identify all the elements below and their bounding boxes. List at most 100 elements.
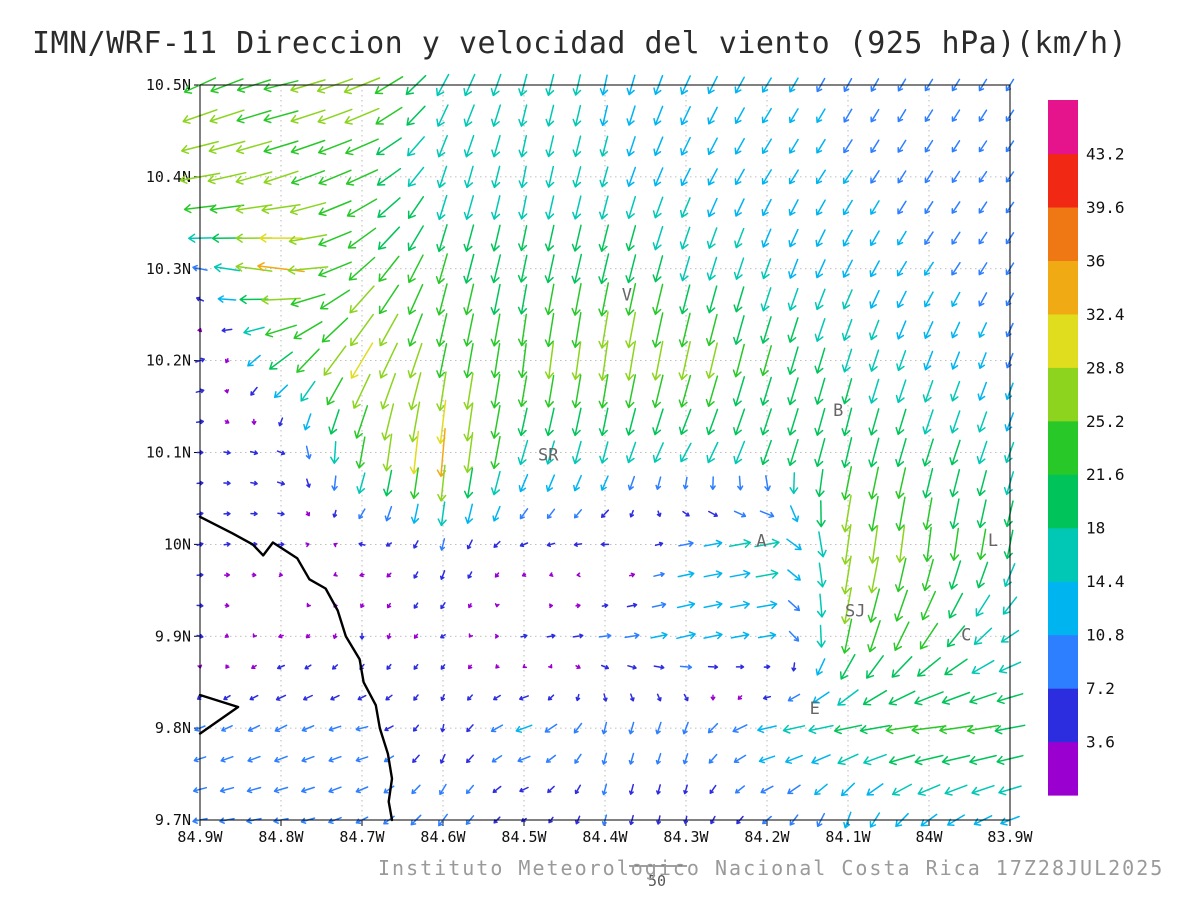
wind-arrow [344,107,380,125]
wind-arrow [978,170,988,183]
wind-arrow [944,658,968,676]
wind-arrow [629,509,635,518]
x-tick-label: 84.4W [582,828,628,846]
wind-arrow [359,572,365,578]
reference-label: 50 [648,872,666,890]
wind-arrow [816,500,826,528]
wind-arrow [548,663,553,669]
wind-arrow [924,109,934,122]
wind-arrow [378,284,400,315]
wind-arrow [235,204,273,214]
wind-arrow [440,723,446,733]
wind-arrow [385,542,393,547]
wind-arrow [678,540,694,547]
wind-arrow [278,633,284,639]
wind-arrow [301,725,315,732]
wind-arrow [571,224,582,252]
wind-arrow [518,134,528,158]
wind-arrow [407,196,425,219]
wind-arrow [305,542,310,548]
wind-arrow [896,350,907,372]
wind-arrow [600,475,609,491]
wind-arrow [386,663,392,670]
wind-arrow [332,509,338,518]
wind-arrow [436,224,448,253]
wind-arrow [225,664,230,669]
wind-arrow [895,496,906,531]
wind-arrow [386,602,392,609]
colorbar-segment [1048,581,1078,636]
wind-arrow [868,437,880,468]
wind-arrow [870,108,880,123]
wind-arrow [544,407,555,437]
wind-arrow [328,725,342,732]
wind-arrow [787,784,801,795]
wind-arrow [490,374,501,409]
chart-title: IMN/WRF-11 Direccion y velocidad del vie… [32,26,1128,61]
wind-arrow [520,633,528,639]
wind-arrow [732,376,746,407]
wind-arrow [406,105,426,126]
wind-arrow [439,783,447,796]
wind-arrow [833,724,863,735]
wind-arrow [247,724,261,732]
wind-arrow [413,663,419,670]
wind-arrow [386,633,392,640]
wind-arrow [924,261,934,276]
wind-arrow [730,631,750,640]
wind-arrow [463,313,475,347]
wind-arrow [247,354,261,367]
wind-arrow [651,312,664,348]
wind-arrow [491,134,501,158]
wind-arrow [948,560,962,590]
wind-arrow [466,754,474,764]
wind-arrow [924,231,934,245]
wind-arrow [868,378,880,404]
wind-arrow [246,786,262,794]
wind-arrow [545,754,557,763]
wind-arrow [678,312,691,348]
wind-arrow [894,557,907,593]
wind-arrow [465,784,475,795]
wind-arrow [814,318,826,342]
wind-arrow [463,343,474,379]
wind-arrow [706,441,719,464]
wind-arrow [951,261,961,276]
wind-arrow [467,571,473,579]
wind-arrow [627,475,636,491]
wind-arrow [709,784,717,794]
wind-arrow [355,436,366,469]
wind-arrow [490,254,502,284]
wind-arrow [760,287,772,312]
wind-arrow [837,689,859,706]
wind-arrow [276,481,286,486]
wind-arrow [919,622,939,650]
y-tick-label: 9.7N [155,811,191,829]
wind-arrow [754,538,780,548]
wind-arrow [837,753,859,766]
wind-arrow [223,511,231,517]
wind-arrow [468,633,474,638]
reference-key: 50 [629,865,687,890]
wind-arrow [544,374,555,408]
wind-arrow [677,570,695,578]
x-tick-label: 84.8W [258,828,304,846]
colorbar-label: 7.2 [1086,679,1115,698]
wind-arrow [223,450,231,455]
wind-arrow [680,136,691,156]
wind-arrow [811,754,831,765]
wind-arrow [360,603,365,609]
wind-arrow [544,723,558,733]
wind-arrow [377,197,401,218]
wind-arrow [277,511,285,517]
wind-arrow [679,226,691,250]
wind-arrow [545,135,555,158]
wind-arrow [656,784,661,795]
wind-arrow [333,542,338,548]
wind-arrow [571,253,583,284]
wind-arrow [305,633,311,639]
wind-arrow [676,601,696,609]
wind-arrow [598,253,610,285]
wind-arrow [333,572,338,577]
wind-arrow [841,348,853,373]
